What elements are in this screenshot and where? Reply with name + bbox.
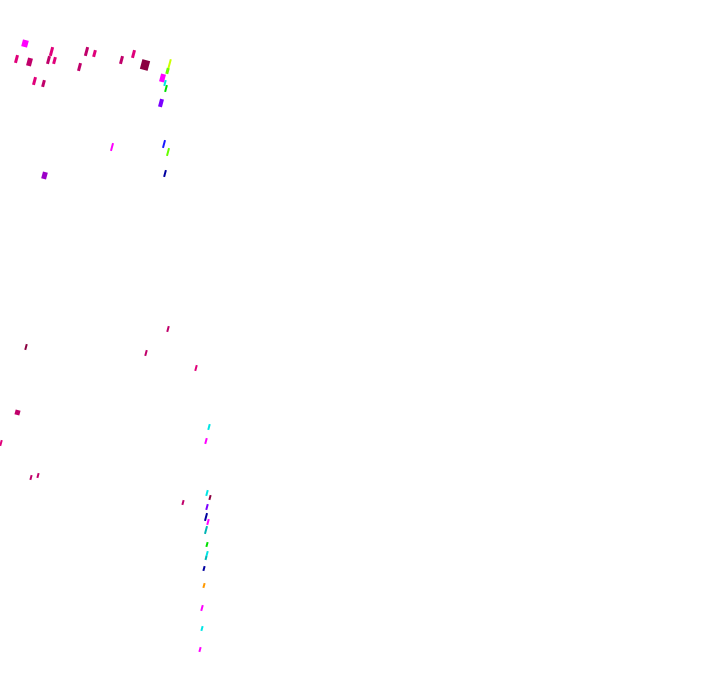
color-fragment-50 [198,646,202,653]
color-fragment-41 [206,518,210,526]
color-fragment-37 [205,489,209,497]
color-fragment-35 [36,472,40,479]
color-fragment-22 [161,139,167,149]
color-fragment-12 [139,59,151,71]
color-fragment-46 [202,565,206,572]
color-fragment-28 [144,349,148,357]
color-fragment-18 [163,79,167,87]
color-fragment-14 [41,79,46,88]
color-fragment-4 [48,46,55,57]
color-fragment-27 [24,343,28,351]
color-fragment-38 [208,494,212,501]
color-fragment-29 [194,364,198,372]
color-fragment-43 [205,541,209,548]
color-fragment-25 [163,169,167,178]
color-fragment-10 [119,55,124,65]
color-fragment-33 [204,437,208,445]
color-fragment-16 [165,67,170,75]
color-fragment-45 [204,555,208,561]
color-fragment-39 [205,503,209,511]
color-fragment-21 [109,142,115,152]
color-fragment-11 [131,49,136,59]
color-fragment-48 [200,604,204,612]
color-fragment-26 [166,325,170,333]
color-fragment-32 [207,423,211,431]
color-fragment-24 [41,171,48,180]
color-fragment-40 [203,512,209,522]
color-fragment-5 [46,55,51,65]
color-fragment-49 [200,625,204,632]
color-fragment-8 [92,49,97,58]
color-fragment-19 [164,84,168,93]
color-fragment-13 [32,76,37,86]
color-fragment-9 [77,62,82,72]
color-fragment-47 [202,582,206,589]
color-fragment-36 [181,499,185,506]
color-fragment-6 [52,56,57,65]
color-fragment-1 [21,39,29,48]
color-fragment-30 [14,409,21,416]
color-fragment-17 [159,73,166,83]
color-fragment-2 [14,54,19,64]
color-fragment-34 [29,474,33,481]
color-fragment-7 [83,46,90,57]
color-fragment-20 [158,98,164,108]
color-fragment-31 [0,439,3,447]
color-fragment-3 [26,57,33,67]
color-fragment-23 [165,147,171,157]
color-fragment-42 [203,525,209,535]
color-fragment-44 [205,550,209,558]
